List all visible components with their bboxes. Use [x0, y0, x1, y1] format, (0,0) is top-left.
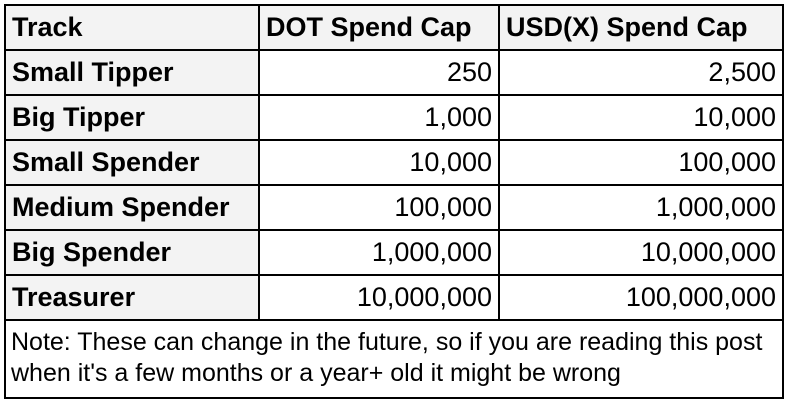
header-usdx-spend-cap: USD(X) Spend Cap	[498, 4, 784, 51]
track-cell: Medium Spender	[4, 184, 260, 231]
dot-cap-cell: 10,000	[258, 139, 500, 186]
usd-cap-cell: 10,000	[498, 94, 784, 141]
table-row: Big Tipper 1,000 10,000	[4, 94, 784, 141]
usd-cap-cell: 100,000	[498, 139, 784, 186]
usd-cap-cell: 100,000,000	[498, 274, 784, 321]
dot-cap-cell: 100,000	[258, 184, 500, 231]
usd-cap-cell: 1,000,000	[498, 184, 784, 231]
track-cell: Small Tipper	[4, 49, 260, 96]
header-row: Track DOT Spend Cap USD(X) Spend Cap	[4, 4, 784, 51]
usd-cap-cell: 2,500	[498, 49, 784, 96]
usd-cap-cell: 10,000,000	[498, 229, 784, 276]
table-row: Big Spender 1,000,000 10,000,000	[4, 229, 784, 276]
spend-cap-table: Track DOT Spend Cap USD(X) Spend Cap Sma…	[4, 4, 784, 321]
dot-cap-cell: 250	[258, 49, 500, 96]
track-cell: Big Spender	[4, 229, 260, 276]
track-cell: Big Tipper	[4, 94, 260, 141]
track-cell: Treasurer	[4, 274, 260, 321]
table-row: Treasurer 10,000,000 100,000,000	[4, 274, 784, 321]
dot-cap-cell: 1,000,000	[258, 229, 500, 276]
table-row: Small Spender 10,000 100,000	[4, 139, 784, 186]
footnote: Note: These can change in the future, so…	[4, 321, 784, 399]
table-row: Small Tipper 250 2,500	[4, 49, 784, 96]
spend-cap-sheet: Track DOT Spend Cap USD(X) Spend Cap Sma…	[4, 4, 784, 399]
dot-cap-cell: 10,000,000	[258, 274, 500, 321]
header-track: Track	[4, 4, 260, 51]
dot-cap-cell: 1,000	[258, 94, 500, 141]
track-cell: Small Spender	[4, 139, 260, 186]
table-row: Medium Spender 100,000 1,000,000	[4, 184, 784, 231]
header-dot-spend-cap: DOT Spend Cap	[258, 4, 500, 51]
